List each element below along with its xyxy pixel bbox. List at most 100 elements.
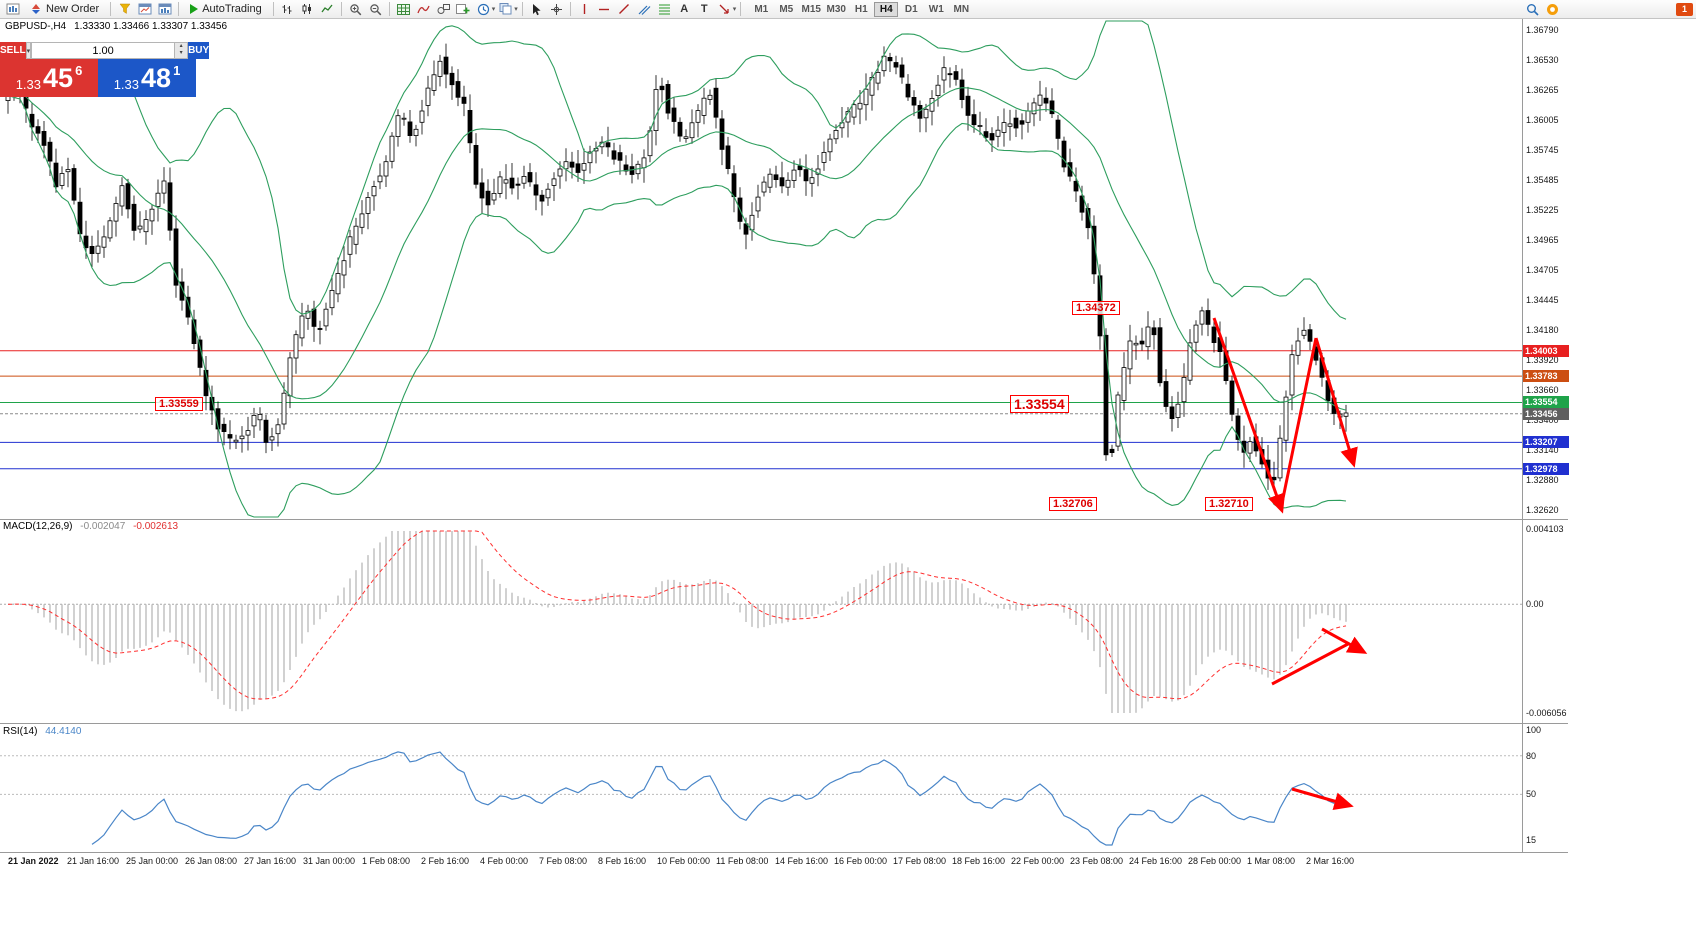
- chart-annotation[interactable]: 1.34372: [1072, 301, 1120, 315]
- chart-annotation[interactable]: 1.32706: [1049, 497, 1097, 511]
- trend-arrow[interactable]: [1212, 317, 1285, 514]
- time-axis-label: 25 Jan 00:00: [126, 856, 179, 866]
- price-level-badge: 1.34003: [1523, 344, 1569, 357]
- trend-arrow[interactable]: [1314, 337, 1358, 468]
- time-axis-label: 4 Feb 00:00: [480, 856, 529, 866]
- toolbar-separator: [272, 2, 274, 16]
- alerts-icon[interactable]: [1543, 1, 1562, 17]
- indicators-icon[interactable]: [414, 1, 433, 17]
- trend-arrow[interactable]: [1271, 642, 1349, 686]
- zoom-out-icon[interactable]: [366, 1, 385, 17]
- toolbar-separator: [178, 2, 180, 16]
- volume-spinner[interactable]: ▴ ▾: [174, 43, 188, 58]
- price-axis-label: 1.36005: [1526, 115, 1559, 125]
- price-axis-label: 1.35485: [1526, 175, 1559, 185]
- sell-price-display[interactable]: 1.33 45 6: [0, 59, 98, 97]
- spinner-down-icon[interactable]: ▾: [179, 50, 183, 56]
- search-icon[interactable]: [1523, 1, 1542, 17]
- macd-label: MACD(12,26,9) -0.002047 -0.002613: [3, 521, 178, 532]
- new-window-icon[interactable]: [454, 1, 473, 17]
- price-axis-label: 1.35225: [1526, 205, 1559, 215]
- current-price-badge: 1.33456: [1523, 407, 1569, 420]
- text-tool-icon[interactable]: A: [680, 3, 689, 15]
- trendline-icon[interactable]: [615, 1, 634, 17]
- objects-list-icon[interactable]: [434, 1, 453, 17]
- price-axis-label: 1.36530: [1526, 55, 1559, 65]
- timeframe-m1[interactable]: M1: [749, 2, 773, 17]
- time-axis-label: 10 Feb 00:00: [657, 856, 711, 866]
- trend-arrow[interactable]: [1321, 627, 1368, 654]
- time-axis-label: 14 Feb 16:00: [775, 856, 829, 866]
- bars-chart-icon[interactable]: [278, 1, 297, 17]
- buy-price-display[interactable]: 1.33 48 1: [98, 59, 196, 97]
- autotrading-button[interactable]: AutoTrading: [183, 1, 269, 18]
- notification-badge[interactable]: 1: [1676, 2, 1693, 16]
- macd-axis-label: 0.00: [1526, 599, 1544, 610]
- templates-caret-icon[interactable]: ▾: [514, 6, 518, 13]
- chart-annotation[interactable]: 1.33554: [1010, 395, 1069, 413]
- time-axis-label: 2 Mar 16:00: [1306, 856, 1355, 866]
- timeframe-h4[interactable]: H4: [874, 1, 899, 17]
- channel-icon[interactable]: [635, 1, 654, 17]
- fibonacci-icon[interactable]: [655, 1, 674, 17]
- price-axis-label: 1.34180: [1526, 325, 1559, 335]
- zoom-in-icon[interactable]: [346, 1, 365, 17]
- trade-panel-controls: SELL ▾ ▴ ▾ BUY: [0, 42, 210, 59]
- autotrading-label: AutoTrading: [202, 3, 262, 15]
- chart-list-icon[interactable]: [155, 1, 174, 17]
- vertical-line-icon[interactable]: [575, 1, 594, 17]
- grid-icon[interactable]: [394, 1, 413, 17]
- spinner-up-icon[interactable]: ▴: [179, 43, 183, 49]
- macd-axis-label: -0.006056: [1526, 708, 1567, 718]
- chart-annotation[interactable]: 1.33559: [155, 397, 203, 411]
- time-axis-label: 28 Feb 00:00: [1188, 856, 1242, 866]
- label-tool-icon[interactable]: T: [700, 3, 708, 15]
- order-type-dropdown[interactable]: ▾: [25, 42, 32, 59]
- arrows-tool-icon[interactable]: [715, 1, 734, 17]
- time-axis-label: 17 Feb 08:00: [893, 856, 947, 866]
- sell-price-point: 6: [75, 63, 83, 78]
- timeframe-mn[interactable]: MN: [949, 2, 973, 17]
- templates-icon[interactable]: [496, 1, 515, 17]
- trend-arrow[interactable]: [1291, 787, 1354, 810]
- line-chart-icon[interactable]: [318, 1, 337, 17]
- timeframe-m5[interactable]: M5: [774, 2, 798, 17]
- arrows-caret-icon[interactable]: ▾: [732, 6, 737, 13]
- price-axis-label: 1.34965: [1526, 235, 1559, 245]
- chart-annotation[interactable]: 1.32710: [1205, 497, 1253, 511]
- profiles-icon[interactable]: [115, 1, 134, 17]
- price-level-badge: 1.33554: [1523, 396, 1569, 409]
- horizontal-line-icon[interactable]: [595, 1, 614, 17]
- cursor-icon[interactable]: [527, 1, 546, 17]
- volume-input[interactable]: [32, 43, 175, 58]
- timeframe-m15[interactable]: M15: [799, 2, 823, 17]
- timeframe-m30[interactable]: M30: [824, 2, 848, 17]
- timeframe-h1[interactable]: H1: [849, 2, 873, 17]
- period-caret-icon[interactable]: ▾: [491, 6, 496, 13]
- new-order-button[interactable]: New Order: [23, 1, 106, 18]
- crosshair-icon[interactable]: [547, 1, 566, 17]
- sell-button[interactable]: SELL: [0, 42, 26, 59]
- rsi-axis-label: 50: [1526, 789, 1537, 800]
- chart-window-icon[interactable]: [135, 1, 154, 17]
- price-level-badge: 1.33207: [1523, 436, 1569, 449]
- macd-main-value: -0.002047: [80, 521, 126, 532]
- trend-arrow[interactable]: [1279, 337, 1318, 509]
- horizontal-lines[interactable]: [0, 350, 1522, 470]
- time-axis-label: 24 Feb 16:00: [1129, 856, 1183, 866]
- trend-arrows[interactable]: [1212, 317, 1368, 810]
- new-chart-icon[interactable]: [3, 1, 22, 17]
- candlesticks: [5, 43, 1349, 490]
- time-axis-label: 31 Jan 00:00: [303, 856, 356, 866]
- candles-chart-icon[interactable]: [298, 1, 317, 17]
- price-axis-label: 1.33660: [1526, 385, 1559, 395]
- period-icon[interactable]: [474, 1, 493, 17]
- timeframe-d1[interactable]: D1: [899, 2, 923, 17]
- volume-field[interactable]: ▴ ▾: [31, 42, 189, 59]
- chart-header: GBPUSD-,H4 1.33330 1.33466 1.33307 1.334…: [5, 21, 227, 32]
- panel-frames: [0, 19, 1568, 853]
- buy-button[interactable]: BUY: [188, 42, 210, 59]
- timeframe-w1[interactable]: W1: [924, 2, 948, 17]
- bollinger-bands: [7, 20, 1347, 518]
